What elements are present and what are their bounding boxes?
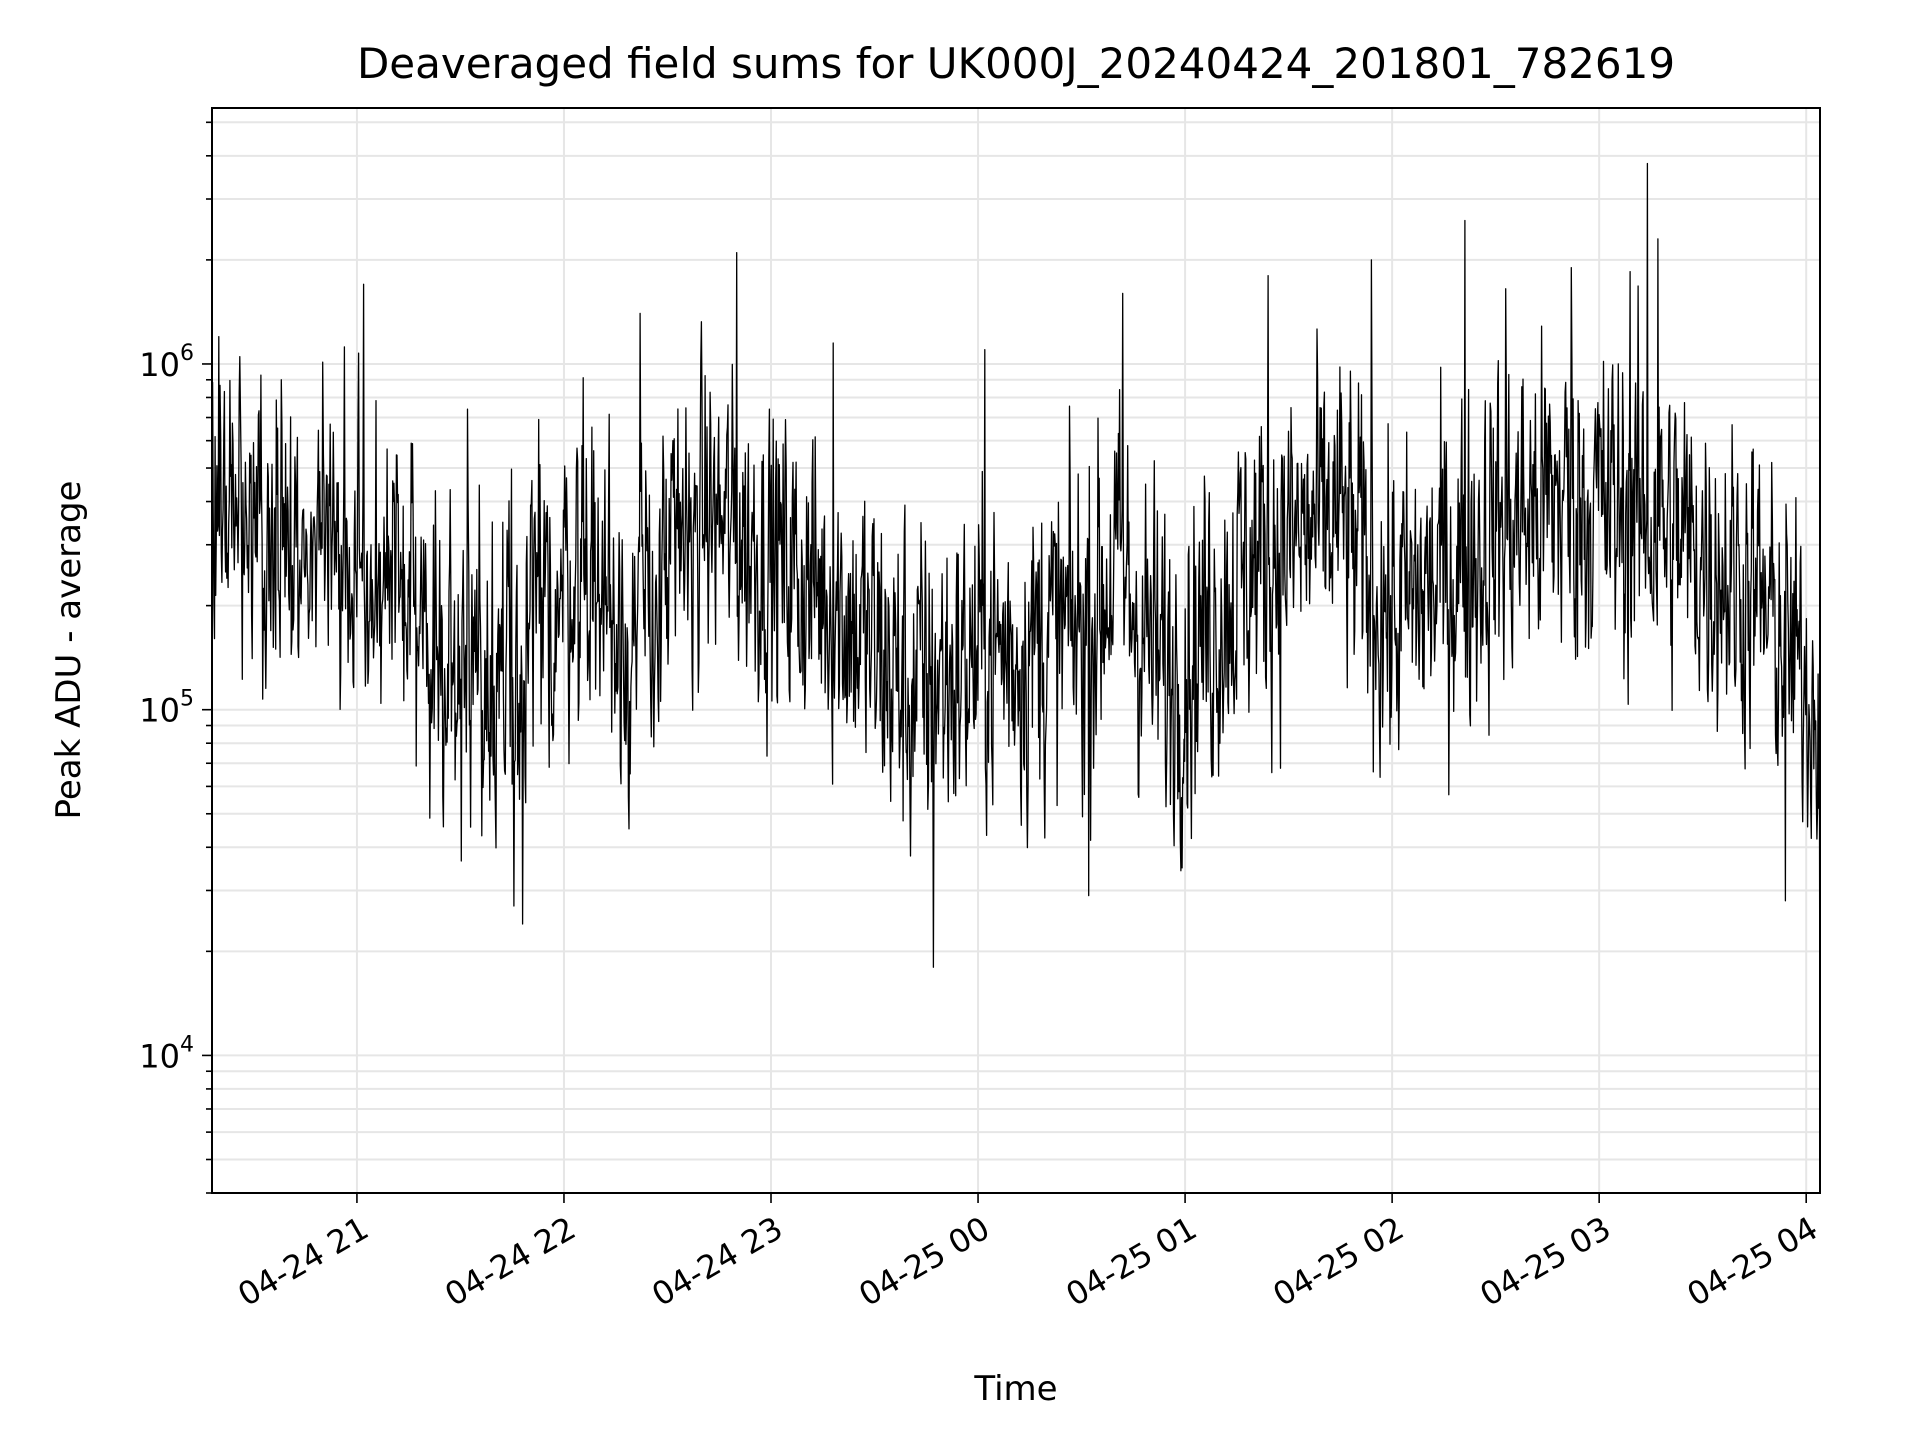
y-tick-label: 104 [139,1032,194,1075]
chart-title: Deaveraged field sums for UK000J_2024042… [357,39,1675,88]
plot-area [211,162,1821,1151]
series-line [211,162,1821,1151]
y-axis-label: Peak ADU - average [49,481,89,820]
y-tick-label: 105 [139,687,194,730]
x-axis-label: Time [973,1369,1057,1409]
plot-frame [211,107,1821,1194]
y-tick-label: 106 [139,341,194,384]
y-axis: 104 105 106 [139,121,212,1194]
